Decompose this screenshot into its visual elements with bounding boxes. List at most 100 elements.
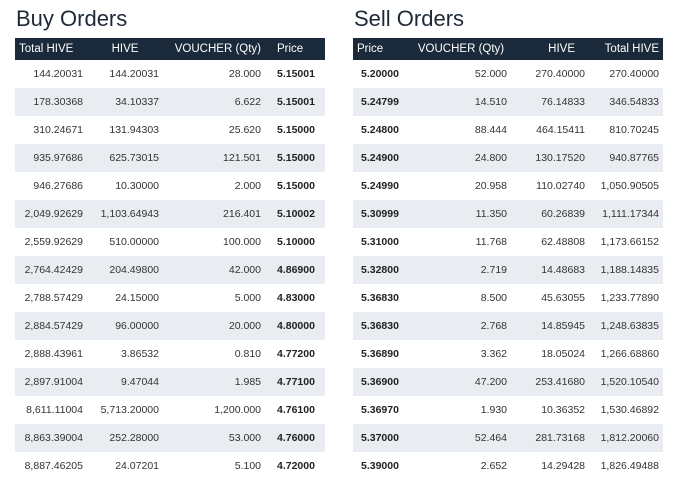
sell-order-row[interactable]: 5.36900 47.200 253.41680 1,520.10540	[353, 368, 663, 396]
column-header-hive[interactable]: HIVE	[111, 43, 139, 55]
voucher-qty-cell: 2.719	[480, 264, 507, 276]
sell-order-row[interactable]: 5.24799 14.510 76.14833 346.54833	[353, 88, 663, 116]
sell-order-row[interactable]: 5.36830 2.768 14.85945 1,248.63835	[353, 312, 663, 340]
price-cell: 5.24800	[361, 124, 399, 136]
hive-cell: 14.29428	[541, 460, 585, 472]
hive-cell: 76.14833	[541, 96, 585, 108]
sell-order-row[interactable]: 5.24800 88.444 464.15411 810.70245	[353, 116, 663, 144]
price-cell: 5.31000	[361, 236, 399, 248]
column-header-hive[interactable]: HIVE	[548, 43, 575, 55]
buy-order-row[interactable]: 144.20031 144.20031 28.000 5.15001	[15, 60, 325, 88]
hive-cell: 130.17520	[535, 152, 585, 164]
total-hive-cell: 8,611.11004	[26, 404, 83, 416]
voucher-qty-cell: 216.401	[223, 208, 261, 220]
hive-cell: 45.63055	[541, 292, 585, 304]
buy-order-row[interactable]: 2,764.42429 204.49800 42.000 4.86900	[15, 256, 325, 284]
sell-order-row[interactable]: 5.20000 52.000 270.40000 270.40000	[353, 60, 663, 88]
total-hive-cell: 1,173.66152	[600, 236, 659, 248]
column-header-voucher-qty[interactable]: VOUCHER (Qty)	[174, 43, 261, 55]
price-cell: 5.30999	[361, 208, 399, 220]
sell-order-row[interactable]: 5.36830 8.500 45.63055 1,233.77890	[353, 284, 663, 312]
column-header-total-hive[interactable]: Total HIVE	[19, 43, 74, 55]
sell-order-row[interactable]: 5.37000 52.464 281.73168 1,812.20060	[353, 424, 663, 452]
hive-cell: 252.28000	[109, 432, 159, 444]
total-hive-cell: 1,812.20060	[600, 432, 659, 444]
buy-orders-table: Total HIVE HIVE VOUCHER (Qty) Price 144.…	[15, 38, 325, 480]
sell-order-row[interactable]: 5.36970 1.930 10.36352 1,530.46892	[353, 396, 663, 424]
buy-order-row[interactable]: 178.30368 34.10337 6.622 5.15001	[15, 88, 325, 116]
sell-order-row[interactable]: 5.24900 24.800 130.17520 940.87765	[353, 144, 663, 172]
sell-order-row[interactable]: 5.31000 11.768 62.48808 1,173.66152	[353, 228, 663, 256]
hive-cell: 110.02740	[536, 180, 585, 192]
price-cell: 5.36970	[361, 404, 399, 416]
price-cell: 5.32800	[361, 264, 399, 276]
hive-cell: 510.00000	[109, 236, 159, 248]
price-cell: 4.83000	[277, 292, 315, 304]
sell-order-row[interactable]: 5.32800 2.719 14.48683 1,188.14835	[353, 256, 663, 284]
voucher-qty-cell: 25.620	[228, 124, 261, 136]
column-header-voucher-qty[interactable]: VOUCHER (Qty)	[417, 43, 505, 55]
price-cell: 5.39000	[361, 460, 399, 472]
total-hive-cell: 2,788.57429	[24, 292, 83, 304]
voucher-qty-cell: 52.000	[474, 68, 507, 80]
voucher-qty-cell: 6.622	[234, 96, 261, 108]
price-cell: 5.15000	[277, 124, 315, 136]
voucher-qty-cell: 52.464	[474, 432, 507, 444]
buy-order-row[interactable]: 935.97686 625.73015 121.501 5.15000	[15, 144, 325, 172]
price-cell: 5.24799	[361, 96, 399, 108]
buy-order-row[interactable]: 8,863.39004 252.28000 53.000 4.76000	[15, 424, 325, 452]
total-hive-cell: 2,888.43961	[24, 348, 83, 360]
buy-order-row[interactable]: 8,611.11004 5,713.20000 1,200.000 4.76100	[15, 396, 325, 424]
buy-order-row[interactable]: 2,897.91004 9.47044 1.985 4.77100	[15, 368, 325, 396]
voucher-qty-cell: 42.000	[228, 264, 261, 276]
hive-cell: 9.47044	[121, 376, 159, 388]
voucher-qty-cell: 20.000	[228, 320, 261, 332]
total-hive-cell: 1,826.49488	[600, 460, 659, 472]
price-cell: 5.24990	[361, 180, 399, 192]
voucher-qty-cell: 121.501	[223, 152, 261, 164]
voucher-qty-cell: 88.444	[474, 124, 507, 136]
voucher-qty-cell: 53.000	[228, 432, 261, 444]
voucher-qty-cell: 2.000	[234, 180, 261, 192]
voucher-qty-cell: 11.768	[475, 236, 507, 248]
price-cell: 4.76000	[277, 432, 315, 444]
total-hive-cell: 1,248.63835	[600, 320, 659, 332]
buy-order-row[interactable]: 946.27686 10.30000 2.000 5.15000	[15, 172, 325, 200]
sell-order-row[interactable]: 5.30999 11.350 60.26839 1,111.17344	[353, 200, 663, 228]
hive-cell: 204.49800	[109, 264, 159, 276]
buy-order-row[interactable]: 2,884.57429 96.00000 20.000 4.80000	[15, 312, 325, 340]
total-hive-cell: 1,520.10540	[600, 376, 659, 388]
column-header-price[interactable]: Price	[357, 43, 384, 55]
buy-order-row[interactable]: 2,888.43961 3.86532 0.810 4.77200	[15, 340, 325, 368]
buy-order-row[interactable]: 2,788.57429 24.15000 5.000 4.83000	[15, 284, 325, 312]
sell-order-row[interactable]: 5.39000 2.652 14.29428 1,826.49488	[353, 452, 663, 480]
price-cell: 5.36830	[361, 292, 399, 304]
buy-order-row[interactable]: 8,887.46205 24.07201 5.100 4.72000	[15, 452, 325, 480]
price-cell: 5.10002	[277, 208, 315, 220]
voucher-qty-cell: 0.810	[234, 348, 261, 360]
sell-orders-title: Sell Orders	[354, 6, 465, 31]
column-header-price[interactable]: Price	[277, 43, 304, 55]
hive-cell: 60.26839	[541, 208, 585, 220]
hive-cell: 1,103.64943	[100, 208, 159, 220]
price-cell: 5.24900	[361, 152, 399, 164]
voucher-qty-cell: 28.000	[228, 68, 261, 80]
total-hive-cell: 1,111.17344	[602, 208, 659, 220]
sell-order-row[interactable]: 5.36890 3.362 18.05024 1,266.68860	[353, 340, 663, 368]
voucher-qty-cell: 5.100	[234, 460, 261, 472]
hive-cell: 14.85945	[541, 320, 585, 332]
total-hive-cell: 1,266.68860	[600, 348, 659, 360]
sell-orders-panel: Sell Orders Price VOUCHER (Qty) HIVE Tot…	[353, 0, 663, 480]
hive-cell: 62.48808	[541, 236, 585, 248]
total-hive-cell: 144.20031	[33, 68, 83, 80]
price-cell: 5.36890	[361, 348, 399, 360]
sell-order-row[interactable]: 5.24990 20.958 110.02740 1,050.90505	[353, 172, 663, 200]
buy-order-row[interactable]: 2,049.92629 1,103.64943 216.401 5.10002	[15, 200, 325, 228]
voucher-qty-cell: 1.985	[234, 376, 261, 388]
total-hive-cell: 346.54833	[609, 96, 659, 108]
column-header-total-hive[interactable]: Total HIVE	[604, 43, 659, 55]
hive-cell: 18.05024	[541, 348, 585, 360]
buy-order-row[interactable]: 2,559.92629 510.00000 100.000 5.10000	[15, 228, 325, 256]
hive-cell: 24.07201	[115, 460, 159, 472]
buy-order-row[interactable]: 310.24671 131.94303 25.620 5.15000	[15, 116, 325, 144]
